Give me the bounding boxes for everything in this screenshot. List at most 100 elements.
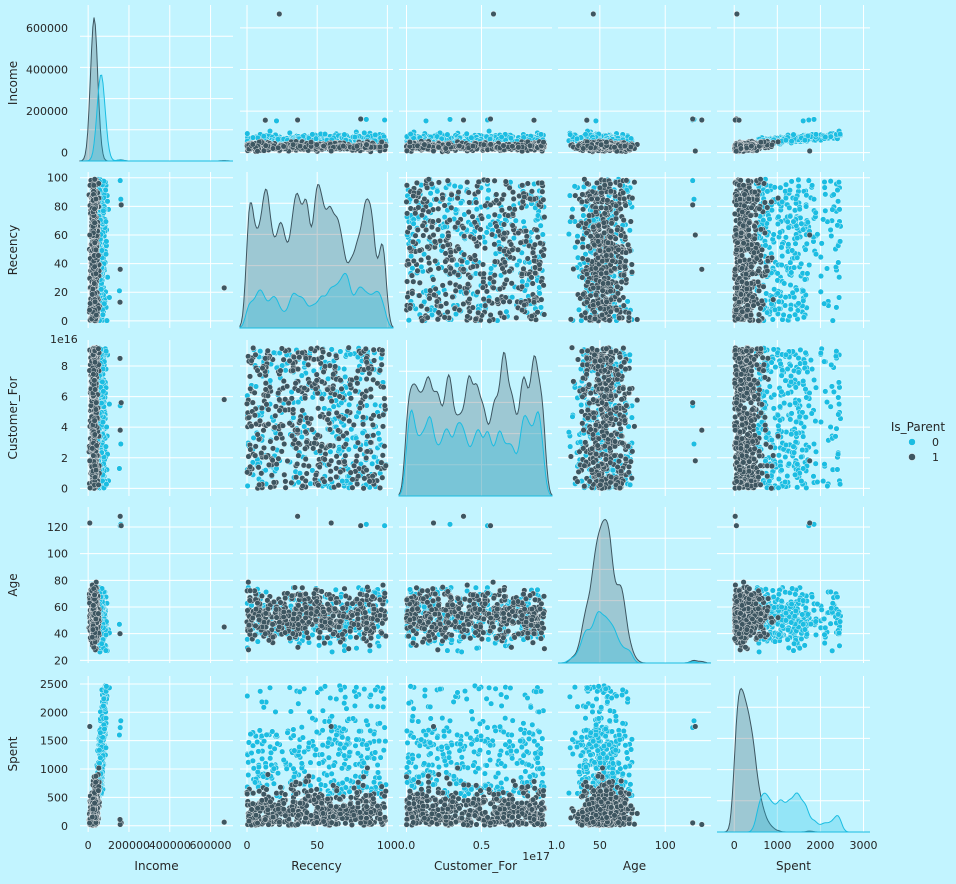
- scatter-point: [262, 142, 269, 149]
- scatter-point: [538, 304, 545, 311]
- scatter-point: [447, 116, 454, 123]
- scatter-point: [465, 281, 472, 288]
- scatter-point: [425, 208, 432, 215]
- scatter-point: [410, 192, 417, 199]
- scatter-point: [404, 210, 411, 217]
- scatter-point: [221, 284, 228, 291]
- scatter-point: [806, 147, 813, 154]
- scatter-point: [538, 179, 545, 186]
- scatter-point: [341, 131, 348, 138]
- scatter-point: [517, 239, 524, 246]
- scatter-point: [372, 131, 379, 138]
- scatter-point: [480, 270, 487, 277]
- scatter-point: [448, 204, 455, 211]
- scatter-point: [481, 239, 488, 246]
- scatter-point: [515, 229, 522, 236]
- scatter-point: [518, 204, 525, 211]
- scatter-point: [447, 249, 454, 256]
- scatter-point: [490, 284, 497, 291]
- scatter-point: [503, 308, 510, 315]
- scatter-point: [351, 134, 358, 141]
- scatter-point: [519, 283, 526, 290]
- scatter-point: [497, 310, 504, 317]
- scatter-point: [469, 213, 476, 220]
- scatter-point: [102, 218, 109, 225]
- scatter-point: [541, 311, 548, 318]
- scatter-point: [592, 117, 599, 124]
- scatter-point: [90, 182, 97, 189]
- scatter-point: [441, 314, 448, 321]
- scatter-point: [598, 141, 605, 148]
- scatter-point: [538, 296, 545, 303]
- scatter-point: [514, 262, 521, 269]
- scatter-point: [439, 195, 446, 202]
- scatter-point: [501, 247, 508, 254]
- scatter-point: [442, 258, 449, 265]
- scatter-point: [91, 280, 98, 287]
- scatter-point: [403, 147, 410, 154]
- scatter-point: [501, 314, 508, 321]
- scatter-point: [93, 312, 100, 319]
- scatter-point: [503, 276, 510, 283]
- scatter-point: [460, 116, 467, 123]
- scatter-point: [297, 143, 304, 150]
- scatter-point: [461, 251, 468, 258]
- scatter-point: [521, 193, 528, 200]
- scatter-point: [460, 301, 467, 308]
- scatter-point: [434, 316, 441, 323]
- scatter-point: [498, 134, 505, 141]
- scatter-point: [308, 139, 315, 146]
- scatter-point: [485, 297, 492, 304]
- scatter-point: [409, 290, 416, 297]
- scatter-point: [519, 182, 526, 189]
- scatter-point: [86, 307, 93, 314]
- scatter-point: [455, 272, 462, 279]
- scatter-point: [530, 249, 537, 256]
- scatter-point: [461, 233, 468, 240]
- scatter-point: [357, 115, 364, 122]
- scatter-point: [480, 296, 487, 303]
- scatter-point: [473, 199, 480, 206]
- scatter-point: [363, 141, 370, 148]
- scatter-point: [424, 306, 431, 313]
- scatter-point: [457, 199, 464, 206]
- scatter-point: [429, 218, 436, 225]
- scatter-point: [103, 238, 110, 245]
- scatter-point: [106, 294, 113, 301]
- scatter-point: [464, 179, 471, 186]
- scatter-point: [837, 131, 844, 138]
- scatter-point: [432, 285, 439, 292]
- scatter-point: [490, 278, 497, 285]
- scatter-point: [420, 232, 427, 239]
- scatter-point: [519, 307, 526, 314]
- scatter-point: [689, 115, 696, 122]
- scatter-point: [320, 142, 327, 149]
- scatter-point: [811, 116, 818, 123]
- scatter-point: [432, 258, 439, 265]
- scatter-point: [508, 241, 515, 248]
- scatter-point: [464, 313, 471, 320]
- scatter-point: [484, 177, 491, 184]
- scatter-point: [410, 238, 417, 245]
- scatter-point: [404, 294, 411, 301]
- scatter-point: [489, 231, 496, 238]
- scatter-point: [509, 222, 516, 229]
- scatter-point: [469, 304, 476, 311]
- scatter-point: [587, 144, 594, 151]
- scatter-point: [540, 139, 547, 146]
- scatter-point: [521, 302, 528, 309]
- scatter-point: [539, 231, 546, 238]
- scatter-point: [116, 299, 123, 306]
- scatter-point: [254, 148, 261, 155]
- scatter-point: [434, 226, 441, 233]
- scatter-point: [361, 129, 368, 136]
- scatter-point: [456, 283, 463, 290]
- scatter-point: [748, 143, 755, 150]
- scatter-point: [524, 255, 531, 262]
- scatter-point: [532, 270, 539, 277]
- scatter-point: [451, 182, 458, 189]
- scatter-point: [353, 143, 360, 150]
- scatter-point: [328, 147, 335, 154]
- scatter-point: [500, 235, 507, 242]
- scatter-point: [421, 195, 428, 202]
